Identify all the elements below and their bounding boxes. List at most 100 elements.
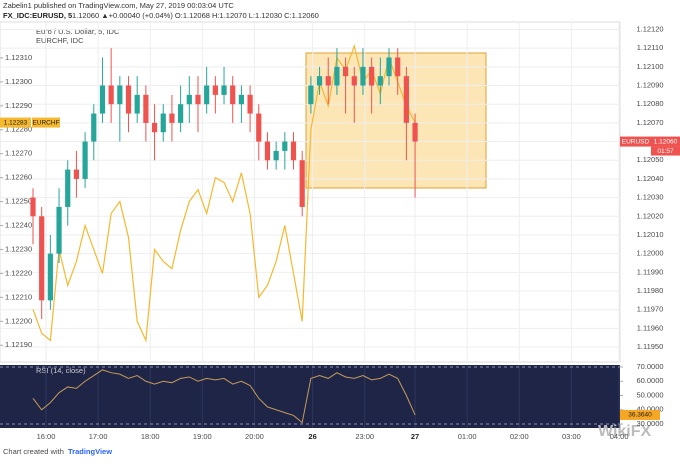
candle-body [273, 150, 279, 161]
candle-body [108, 85, 114, 105]
rsi-tick-label: 60.0000 [636, 376, 663, 385]
x-tick-label: 26 [308, 432, 316, 441]
candle-body [299, 160, 305, 207]
candle-body [369, 66, 375, 86]
candle-body [282, 141, 288, 151]
badge-symbol: EURUSD [622, 138, 650, 145]
symbol: FX_IDC:EURUSD, 5 [3, 11, 72, 20]
countdown: 01:57 [657, 148, 674, 155]
y2-tick-label: 1.12260 [5, 173, 32, 182]
y2-tick-label: 1.12230 [5, 244, 32, 253]
badge [620, 136, 651, 147]
candle-body [256, 113, 262, 142]
y2-tick-label: 1.12220 [5, 268, 32, 277]
candle-body [351, 76, 357, 86]
y-tick-label: 1.11950 [637, 342, 664, 351]
candle-body [117, 85, 123, 105]
y2-tick-label: 1.12250 [5, 197, 32, 206]
rsi-tick-label: 50.0000 [636, 390, 663, 399]
candle-body [134, 94, 140, 114]
candle-body [73, 169, 80, 179]
y-tick-label: 1.12070 [636, 118, 663, 127]
candle-body [360, 66, 366, 86]
candle-body [204, 85, 210, 105]
candle-body [377, 76, 383, 86]
candle-body [178, 104, 184, 123]
candle-body [47, 253, 53, 301]
candle-body [125, 85, 132, 114]
x-tick-label: 20:00 [245, 432, 264, 441]
y-tick-label: 1.12020 [636, 211, 663, 220]
last-price: 1.12060 [654, 138, 678, 145]
candle-body [308, 85, 314, 105]
candle-body [82, 141, 88, 179]
x-tick-label: 01:00 [458, 432, 477, 441]
overlay-last: 1.12283 [4, 119, 28, 126]
x-tick-label: 27 [411, 432, 419, 441]
main-pane [0, 21, 621, 363]
y-tick-label: 1.12120 [636, 24, 663, 33]
x-tick-label: 04:00 [610, 432, 629, 441]
candle-body [99, 85, 106, 114]
overlay-symbol: EURCHF [32, 119, 59, 126]
candle-body [403, 76, 409, 123]
y-tick-label: 1.12040 [636, 174, 663, 183]
candle-body [221, 85, 227, 95]
overlay-legend: EURCHF, IDC [36, 36, 84, 45]
candle-body [386, 57, 392, 77]
y2-tick-label: 1.12240 [5, 221, 32, 230]
x-tick-label: 23:00 [355, 432, 374, 441]
candle-body [290, 141, 297, 161]
y-tick-label: 1.12090 [636, 81, 663, 90]
overlay-line [32, 43, 416, 343]
x-tick-label: 18:00 [141, 432, 160, 441]
candle-body [143, 94, 149, 123]
y-tick-label: 1.11960 [637, 323, 664, 332]
rsi-last: 36.3640 [628, 412, 652, 419]
candle-body [151, 122, 158, 133]
y-tick-label: 1.12100 [636, 62, 663, 71]
x-tick-label: 17:00 [89, 432, 108, 441]
candle-body [56, 206, 62, 254]
y-tick-label: 1.12050 [636, 155, 663, 164]
rsi-pane [0, 365, 620, 428]
y-tick-label: 1.12030 [636, 193, 663, 202]
y-tick-label: 1.11970 [637, 305, 664, 314]
y-tick-label: 1.12110 [637, 43, 664, 52]
y-tick-label: 1.12000 [636, 249, 663, 258]
footer-brand: TradingView [68, 447, 112, 456]
candle-body [334, 66, 340, 86]
y2-tick-label: 1.12210 [5, 292, 32, 301]
x-tick-label: 03:00 [562, 432, 581, 441]
candle-body [316, 76, 323, 86]
x-tick-label: 19:00 [193, 432, 212, 441]
y2-tick-label: 1.12300 [5, 77, 32, 86]
x-tick-label: 02:00 [510, 432, 529, 441]
rsi-title: RSI (14, close) [36, 366, 86, 375]
y-tick-label: 1.12010 [636, 230, 663, 239]
badge [32, 117, 60, 128]
candle-body [169, 113, 175, 123]
watermark: WikiFX [598, 423, 652, 440]
candle-body [238, 94, 245, 105]
badge [0, 117, 31, 128]
x-tick-label: 16:00 [37, 432, 56, 441]
y2-tick-label: 1.12270 [5, 149, 32, 158]
y-tick-label: 1.11980 [637, 286, 664, 295]
candle-body [230, 85, 236, 105]
candle-body [30, 197, 36, 217]
y2-tick-label: 1.12310 [5, 53, 32, 62]
candle-body [39, 216, 45, 301]
badge [651, 146, 680, 156]
rsi-tick-label: 40.0000 [636, 405, 663, 414]
y2-tick-label: 1.12200 [5, 316, 32, 325]
candle-body [195, 94, 201, 105]
candle-body [343, 66, 349, 77]
rsi-tick-label: 30.0000 [636, 419, 663, 428]
publisher: Zabelin1 published on TradingView.com, M… [3, 1, 234, 10]
badge [620, 409, 660, 420]
candle-body [264, 141, 271, 161]
candle-body [186, 94, 192, 105]
footer-prefix: Chart created with [3, 447, 64, 456]
